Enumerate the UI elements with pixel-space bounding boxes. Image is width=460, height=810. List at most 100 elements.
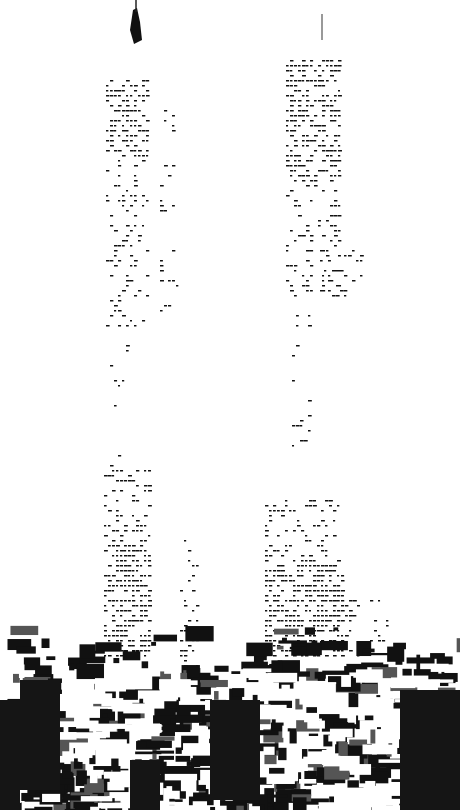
building-light: [367, 722, 382, 725]
window: [128, 545, 131, 547]
window: [321, 575, 325, 577]
window: [309, 635, 311, 637]
window: [140, 575, 143, 577]
window: [328, 260, 331, 262]
window: [290, 130, 294, 132]
window: [138, 130, 141, 132]
window: [116, 565, 119, 567]
building-light: [81, 796, 112, 801]
window: [168, 175, 172, 177]
window: [286, 245, 289, 247]
window: [321, 610, 323, 612]
window: [322, 160, 326, 162]
window: [112, 585, 115, 587]
window: [286, 110, 289, 112]
window: [144, 490, 146, 492]
window: [134, 225, 136, 227]
window: [285, 620, 287, 622]
window: [310, 265, 313, 267]
window: [140, 595, 143, 597]
window: [301, 600, 304, 602]
window: [265, 575, 268, 577]
window: [290, 75, 294, 77]
window: [313, 560, 316, 562]
window: [318, 80, 322, 82]
window: [289, 580, 293, 582]
window: [132, 605, 136, 607]
window: [289, 620, 292, 622]
window: [321, 605, 323, 607]
window: [122, 115, 124, 117]
window: [333, 570, 336, 572]
window: [314, 150, 317, 152]
window: [286, 145, 289, 147]
window: [124, 565, 128, 567]
window: [293, 600, 296, 602]
window: [144, 615, 148, 617]
window: [293, 590, 296, 592]
window: [136, 530, 138, 532]
window: [289, 625, 291, 627]
window: [110, 120, 113, 122]
building-light: [95, 739, 126, 749]
building-light: [42, 794, 60, 802]
window: [314, 125, 318, 127]
window: [290, 155, 293, 157]
window: [176, 285, 178, 287]
window: [172, 130, 176, 132]
window: [269, 515, 272, 517]
window: [321, 570, 323, 572]
window: [108, 575, 110, 577]
building-light: [181, 780, 197, 791]
window: [334, 140, 337, 142]
window: [318, 130, 321, 132]
window: [310, 180, 313, 182]
window: [302, 275, 304, 277]
building-light: [111, 698, 123, 709]
window: [313, 625, 315, 627]
window: [146, 90, 149, 92]
window: [321, 590, 324, 592]
window: [298, 100, 301, 102]
window: [318, 75, 321, 77]
window: [294, 115, 297, 117]
window: [140, 605, 143, 607]
window: [128, 600, 131, 602]
window: [333, 595, 336, 597]
window: [305, 605, 308, 607]
window: [108, 510, 112, 512]
window: [134, 260, 138, 262]
window: [334, 150, 337, 152]
window: [134, 90, 137, 92]
window: [340, 290, 344, 292]
window: [104, 475, 108, 477]
window: [116, 520, 119, 522]
window: [352, 250, 355, 252]
building-light: [455, 682, 460, 690]
window: [302, 65, 306, 67]
window: [286, 280, 289, 282]
window: [297, 590, 301, 592]
window: [116, 570, 119, 572]
window: [265, 620, 268, 622]
window: [180, 590, 183, 592]
window: [273, 550, 277, 552]
building-light: [183, 743, 211, 755]
window: [132, 570, 134, 572]
window: [334, 65, 338, 67]
window: [301, 620, 304, 622]
window: [104, 610, 108, 612]
window: [136, 580, 139, 582]
window: [112, 600, 115, 602]
window: [130, 95, 132, 97]
building-shadow: [187, 665, 199, 677]
window: [130, 195, 132, 197]
window: [160, 185, 164, 187]
window: [273, 575, 275, 577]
window: [104, 605, 106, 607]
window: [112, 630, 115, 632]
window: [290, 120, 294, 122]
window: [180, 650, 184, 652]
window: [142, 95, 145, 97]
window: [306, 280, 309, 282]
